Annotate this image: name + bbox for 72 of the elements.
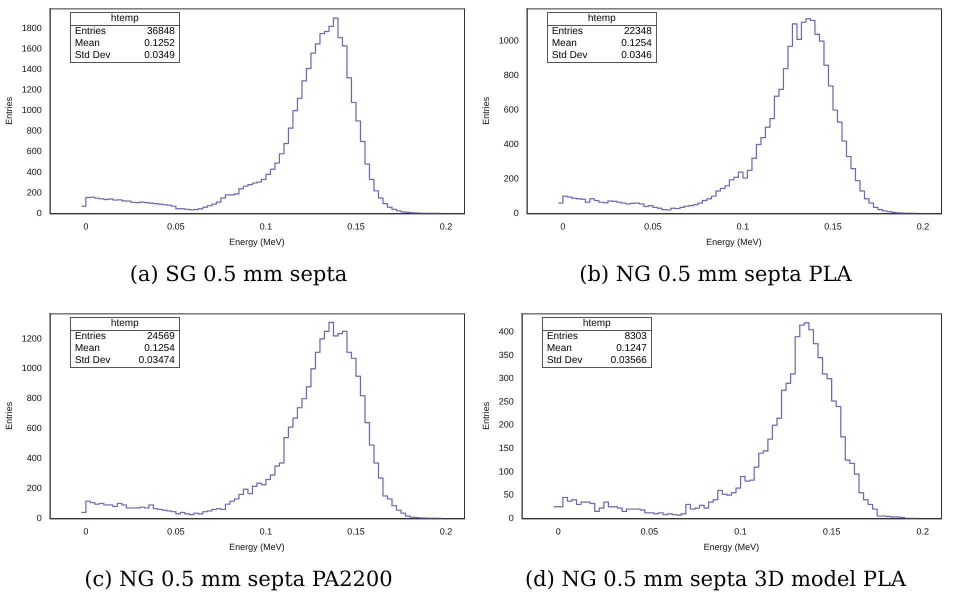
x-tick-label: 0.2	[916, 221, 930, 232]
stats-box: htemp Entries 8303 Mean 0.1247 Std Dev 0.03566	[542, 317, 652, 368]
annotation: htemp	[70, 318, 179, 332]
x-tick-label: 0.15	[347, 526, 365, 536]
text: (c) NG 0.5 mm septa PA2200	[83, 567, 394, 591]
x-tick-label: 0	[560, 221, 566, 232]
y-axis-title: Entries	[480, 96, 491, 125]
y-tick-label: 0	[36, 208, 42, 218]
y-tick-label: 200	[26, 187, 42, 198]
y-tick-label: 400	[26, 453, 42, 464]
x-tick-label: 0.15	[824, 221, 842, 232]
y-tick-label: 800	[504, 70, 519, 80]
annotation: htemp	[70, 13, 179, 26]
x-tick-label: 0.15	[347, 221, 365, 232]
x-tick-label: 0.15	[822, 526, 840, 536]
x-tick-label: 0.2	[440, 526, 452, 536]
x-axis-title: Energy (MeV)	[229, 542, 285, 552]
stats-box: htemp Entries 36848 Mean 0.1252 Std Dev 0.0349	[70, 12, 180, 64]
y-tick-label: 1000	[22, 105, 42, 116]
x-tick-label: 0.1	[260, 526, 272, 536]
x-tick-label: 0.1	[260, 221, 272, 232]
x-axis-title: Energy (MeV)	[704, 542, 760, 552]
y-tick-label: 400	[504, 138, 519, 149]
y-tick-label: 350	[498, 350, 514, 360]
x-tick-label: 0.05	[644, 221, 662, 232]
x-tick-label: 0.1	[734, 526, 747, 536]
x-tick-label: 0.1	[736, 221, 750, 232]
y-tick-label: 50	[504, 490, 514, 500]
x-tick-label: 0.05	[640, 526, 658, 536]
y-tick-label: 250	[498, 396, 514, 406]
x-tick-label: 0.05	[167, 526, 185, 536]
y-tick-label: 0	[508, 512, 514, 523]
y-tick-label: 1000	[498, 36, 519, 46]
stats-box: htemp Entries 22348 Mean 0.1254 Std Dev 0.0346	[546, 12, 657, 64]
y-tick-label: 200	[26, 482, 42, 493]
annotation: htemp	[548, 13, 656, 26]
x-tick-label: 0	[83, 221, 88, 232]
y-tick-label: 800	[26, 126, 42, 136]
y-tick-label: 600	[504, 104, 519, 115]
x-axis-title: Energy (MeV)	[706, 237, 762, 248]
x-tick-label: 0.2	[916, 526, 930, 536]
y-tick-label: 800	[26, 393, 42, 404]
y-tick-label: 200	[498, 420, 514, 430]
y-tick-label: 600	[26, 423, 42, 434]
x-tick-label: 0	[556, 526, 561, 536]
x-tick-label: 0.2	[440, 221, 452, 232]
y-tick-label: 0	[36, 512, 42, 523]
text: (a) SG 0.5 mm septa	[128, 262, 348, 286]
y-tick-label: 100	[498, 466, 514, 476]
x-tick-label: 0.05	[167, 221, 185, 232]
text: (d) NG 0.5 mm septa 3D model PLA	[524, 567, 908, 591]
y-axis-title: Entries	[4, 401, 14, 430]
y-tick-label: 150	[498, 443, 514, 453]
y-tick-label: 1800	[22, 22, 42, 33]
y-tick-label: 1000	[22, 363, 42, 374]
y-tick-label: 600	[26, 146, 42, 156]
y-tick-label: 400	[498, 326, 514, 337]
x-tick-label: 0	[83, 526, 88, 536]
y-tick-label: 200	[504, 173, 519, 184]
y-tick-label: 400	[26, 166, 42, 177]
y-axis-title: Entries	[4, 96, 14, 125]
annotation: htemp	[542, 318, 651, 332]
y-tick-label: 1200	[22, 333, 42, 344]
x-axis-title: Energy (MeV)	[229, 237, 285, 248]
y-tick-label: 1400	[22, 64, 42, 74]
y-tick-label: 1600	[22, 43, 42, 54]
stats-box: htemp Entries 24569 Mean 0.1254 Std Dev 0.03474	[70, 317, 180, 368]
y-tick-label: 1200	[22, 84, 42, 95]
text: (b) NG 0.5 mm septa PLA	[578, 262, 853, 286]
y-tick-label: 300	[498, 373, 514, 384]
y-axis-title: Entries	[480, 401, 491, 430]
y-tick-label: 0	[514, 208, 519, 218]
